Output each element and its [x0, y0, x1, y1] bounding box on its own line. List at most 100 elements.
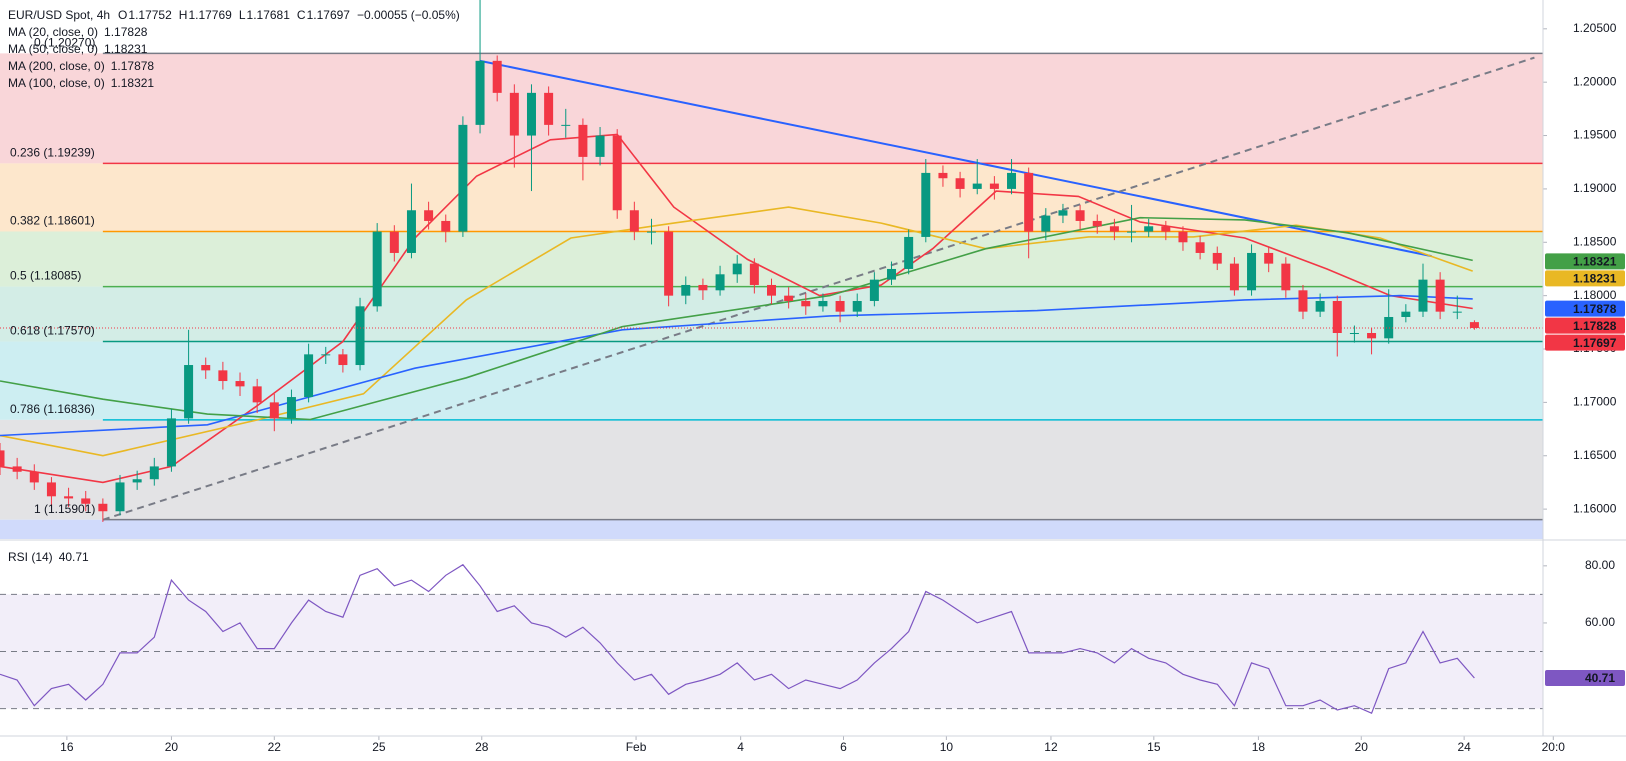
candle-body: [629, 210, 639, 232]
legend-value: 1.18231: [104, 42, 148, 56]
candle-body: [1469, 322, 1479, 328]
price-tag: [1545, 253, 1625, 270]
candle-body: [784, 295, 794, 301]
candle-body: [406, 210, 416, 253]
candle-body: [749, 263, 759, 285]
candle-body: [1401, 311, 1411, 317]
candle-body: [904, 236, 914, 269]
y-tick-label: 1.18000: [1573, 288, 1617, 302]
x-tick-label: 20: [165, 740, 179, 754]
fib-label: 0 (1.20270): [34, 36, 95, 50]
candle-body: [1349, 333, 1359, 335]
candle-body: [989, 183, 999, 189]
candle-body: [1195, 242, 1205, 253]
candle-body: [184, 365, 194, 419]
candle-body: [1281, 263, 1291, 291]
candle-body: [166, 418, 176, 467]
candle-body: [1144, 226, 1154, 232]
price-tag-label: 1.17878: [1573, 302, 1617, 316]
candle-body: [681, 284, 691, 296]
candle-body: [321, 354, 331, 356]
candle-body: [1024, 172, 1034, 232]
legend-name: MA (50, close, 0): [8, 42, 98, 56]
quote-value: 1.17697: [307, 8, 351, 22]
candle-body: [475, 60, 485, 125]
legend-name: MA (200, close, 0): [8, 59, 105, 73]
price-tag-label: 1.18321: [1573, 255, 1617, 269]
candle-body: [1264, 252, 1274, 264]
overlay: 0 (1.20270) 0.236 (1.19239) 0.382 (1.18601…: [8, 8, 460, 564]
candle-body: [201, 365, 211, 371]
symbol-title: EUR/USD Spot, 4h: [8, 8, 110, 22]
candle-body: [149, 466, 159, 480]
rsi-line: [0, 563, 1475, 715]
candle-body: [98, 503, 108, 512]
quote-value: 1.17752: [128, 8, 172, 22]
candle-body: [1298, 290, 1308, 312]
candle-body: [561, 124, 571, 126]
candle-body: [732, 263, 742, 275]
candle-body: [801, 300, 811, 307]
legend-value: 1.17878: [111, 59, 155, 73]
quote-label: C: [297, 8, 306, 22]
price-tag-label: 1.17828: [1573, 319, 1617, 333]
candle-body: [767, 284, 776, 296]
fib-label: 0.618 (1.17570): [10, 324, 95, 338]
y-tick-label: 80.00: [1585, 558, 1615, 572]
x-tick-label: 20: [1355, 740, 1369, 754]
rsi-title: RSI (14): [8, 550, 53, 564]
y-tick-label: 1.17000: [1573, 395, 1617, 409]
fib-zone: [0, 419, 1543, 520]
candle-body: [1418, 279, 1428, 312]
candle-body: [972, 183, 982, 189]
candle-body: [64, 496, 74, 499]
price-pane: [0, 0, 1543, 539]
price-tag-label: 1.18231: [1573, 272, 1617, 286]
x-tick-label: 25: [372, 740, 386, 754]
candle-body: [818, 300, 828, 307]
candle-body: [441, 220, 451, 232]
x-tick-label: 10: [940, 740, 954, 754]
candle-body: [1367, 333, 1377, 339]
candle-body: [1435, 279, 1445, 312]
y-tick-label: 1.20500: [1573, 21, 1617, 35]
x-tick-label: 16: [60, 740, 74, 754]
y-tick-label: 1.20000: [1573, 74, 1617, 88]
quote-value: 1.17681: [247, 8, 291, 22]
candle-body: [12, 466, 22, 472]
moving-average: [0, 133, 1473, 484]
price-tag: [1545, 334, 1625, 351]
candle-body: [1161, 226, 1171, 232]
candle-body: [715, 274, 725, 291]
fib-zone: [0, 53, 1543, 164]
candle-body: [595, 135, 605, 157]
fib-label: 0.236 (1.19239): [10, 146, 95, 160]
candle-body: [921, 172, 931, 237]
rsi-value: 40.71: [59, 550, 89, 564]
candle-body: [338, 354, 348, 366]
candle-body: [269, 402, 279, 419]
quote-label: L: [239, 8, 246, 22]
candle-body: [1452, 311, 1462, 313]
candle-body: [1332, 300, 1342, 334]
candle-body: [1007, 172, 1017, 189]
trendline: [102, 56, 1535, 521]
x-tick-label: 20:0: [1542, 740, 1566, 754]
rsi-tag-label: 40.71: [1585, 671, 1615, 685]
candle-body: [252, 386, 262, 403]
candle-body: [115, 482, 125, 512]
candle-body: [1109, 226, 1119, 232]
rsi-tag: [1545, 670, 1625, 687]
candle-body: [0, 450, 5, 467]
candle-body: [286, 397, 296, 419]
fib-label: 0.5 (1.18085): [10, 269, 81, 283]
price-tag: [1545, 317, 1625, 334]
fib-zone: [0, 163, 1543, 232]
rsi-pane: [0, 563, 1543, 715]
x-tick-label: 22: [268, 740, 282, 754]
candle-body: [218, 370, 228, 382]
y-tick-label: 1.18500: [1573, 234, 1617, 248]
legend-value: 1.17828: [104, 25, 148, 39]
